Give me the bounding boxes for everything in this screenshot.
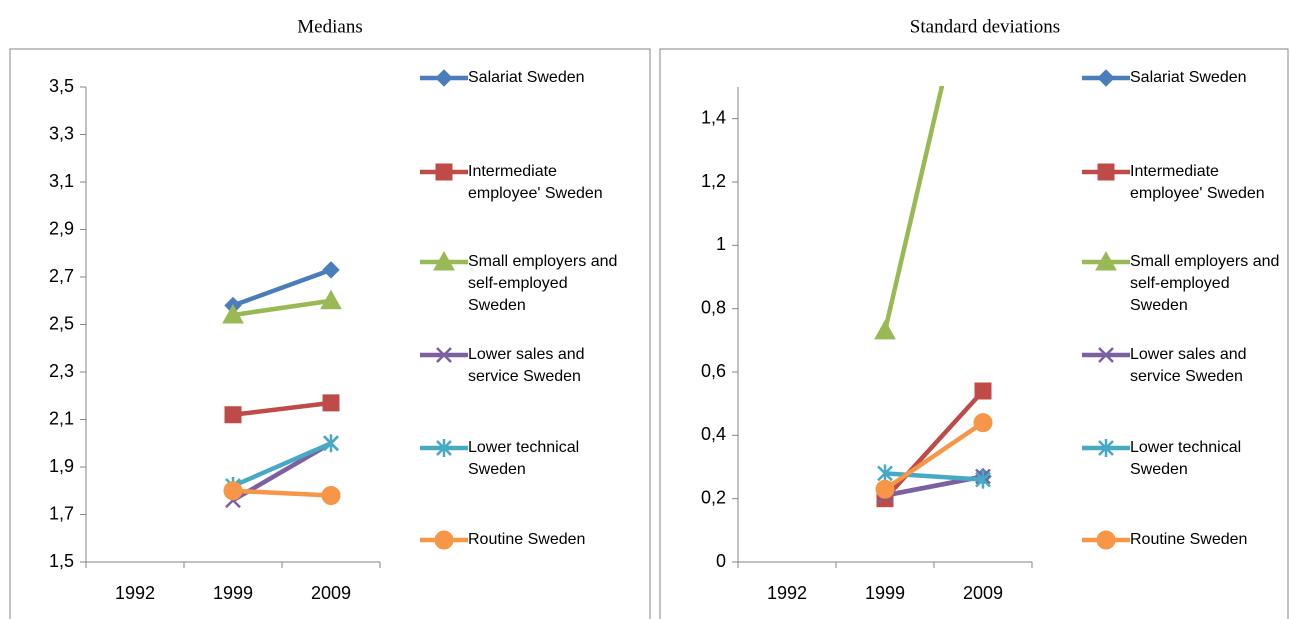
marker <box>223 481 243 501</box>
legend-label: Routine Sweden <box>468 531 586 548</box>
marker <box>1097 163 1115 181</box>
plot-area <box>222 261 342 509</box>
legend-label: Lower technical Sweden <box>1130 439 1242 478</box>
marker <box>1096 530 1116 550</box>
legend-label: Lower sales and service Sweden <box>1130 346 1247 385</box>
y-tick-label: 1,5 <box>49 551 74 571</box>
x-tick-label: 1999 <box>213 583 253 603</box>
marker <box>975 470 991 489</box>
chart-title: Standard deviations <box>910 16 1060 37</box>
chart-frame <box>659 48 1289 619</box>
marker <box>435 69 453 87</box>
y-tick-label: 1,7 <box>49 503 74 523</box>
y-tick-label: 2,9 <box>49 218 74 238</box>
chart-title: Medians <box>297 16 362 37</box>
series-line <box>232 298 332 318</box>
series-line <box>232 400 332 417</box>
legend-label: Salariat Sweden <box>1130 69 1247 86</box>
y-tick-label: 1 <box>716 234 726 254</box>
series-line <box>883 389 985 501</box>
marker <box>436 439 452 457</box>
series-line <box>884 471 984 482</box>
marker <box>320 289 342 310</box>
y-tick-label: 2,7 <box>49 266 74 286</box>
marker <box>321 486 341 505</box>
marker <box>973 413 993 433</box>
y-tick-label: 0,8 <box>701 297 726 317</box>
y-tick-label: 0,6 <box>701 361 726 381</box>
legend-label: Salariat Sweden <box>468 69 585 86</box>
marker <box>436 347 452 363</box>
legend-label: Lower sales and service Sweden <box>468 346 585 385</box>
marker <box>1097 69 1115 87</box>
marker <box>1098 347 1114 363</box>
x-tick-label: 1992 <box>767 583 807 603</box>
marker <box>435 163 453 181</box>
marker <box>323 434 339 453</box>
x-tick-label: 2009 <box>963 583 1003 603</box>
legend-label: Lower technical Sweden <box>468 439 580 478</box>
y-tick-label: 2,5 <box>49 313 74 333</box>
y-tick-label: 0 <box>716 551 726 571</box>
y-tick-label: 3,1 <box>49 171 74 191</box>
legend-label: Small employers and self-employed Sweden <box>1130 253 1280 314</box>
chart-frame <box>9 48 651 619</box>
series-line <box>232 267 332 308</box>
marker <box>322 261 340 279</box>
plot-area <box>874 86 993 508</box>
series-line <box>882 86 945 332</box>
marker <box>875 479 895 499</box>
y-tick-label: 1,2 <box>701 171 726 191</box>
y-tick-label: 3,5 <box>49 76 74 96</box>
y-tick-label: 2,1 <box>49 408 74 428</box>
x-tick-label: 1999 <box>865 583 905 603</box>
y-tick-label: 2,3 <box>49 361 74 381</box>
y-tick-label: 0,4 <box>701 424 726 444</box>
marker <box>222 303 244 324</box>
y-tick-label: 1,4 <box>701 107 726 127</box>
legend-label: Intermediate employee' Sweden <box>1130 163 1265 202</box>
marker <box>877 464 893 483</box>
marker <box>322 394 340 412</box>
marker <box>974 382 992 400</box>
y-tick-label: 1,9 <box>49 456 74 476</box>
y-tick-label: 0,2 <box>701 487 726 507</box>
marker <box>1098 439 1114 457</box>
series-line <box>883 420 985 492</box>
y-tick-label: 3,3 <box>49 123 74 143</box>
series-line <box>232 441 332 489</box>
x-tick-label: 2009 <box>311 583 351 603</box>
series-line <box>232 488 332 498</box>
marker <box>224 406 242 424</box>
legend-label: Intermediate employee' Sweden <box>468 163 603 202</box>
marker <box>1095 250 1117 271</box>
x-tick-label: 1992 <box>115 583 155 603</box>
legend-label: Routine Sweden <box>1130 531 1248 548</box>
marker <box>433 250 455 271</box>
marker <box>434 530 454 550</box>
marker <box>874 319 896 340</box>
legend-label: Small employers and self-employed Sweden <box>468 253 618 314</box>
